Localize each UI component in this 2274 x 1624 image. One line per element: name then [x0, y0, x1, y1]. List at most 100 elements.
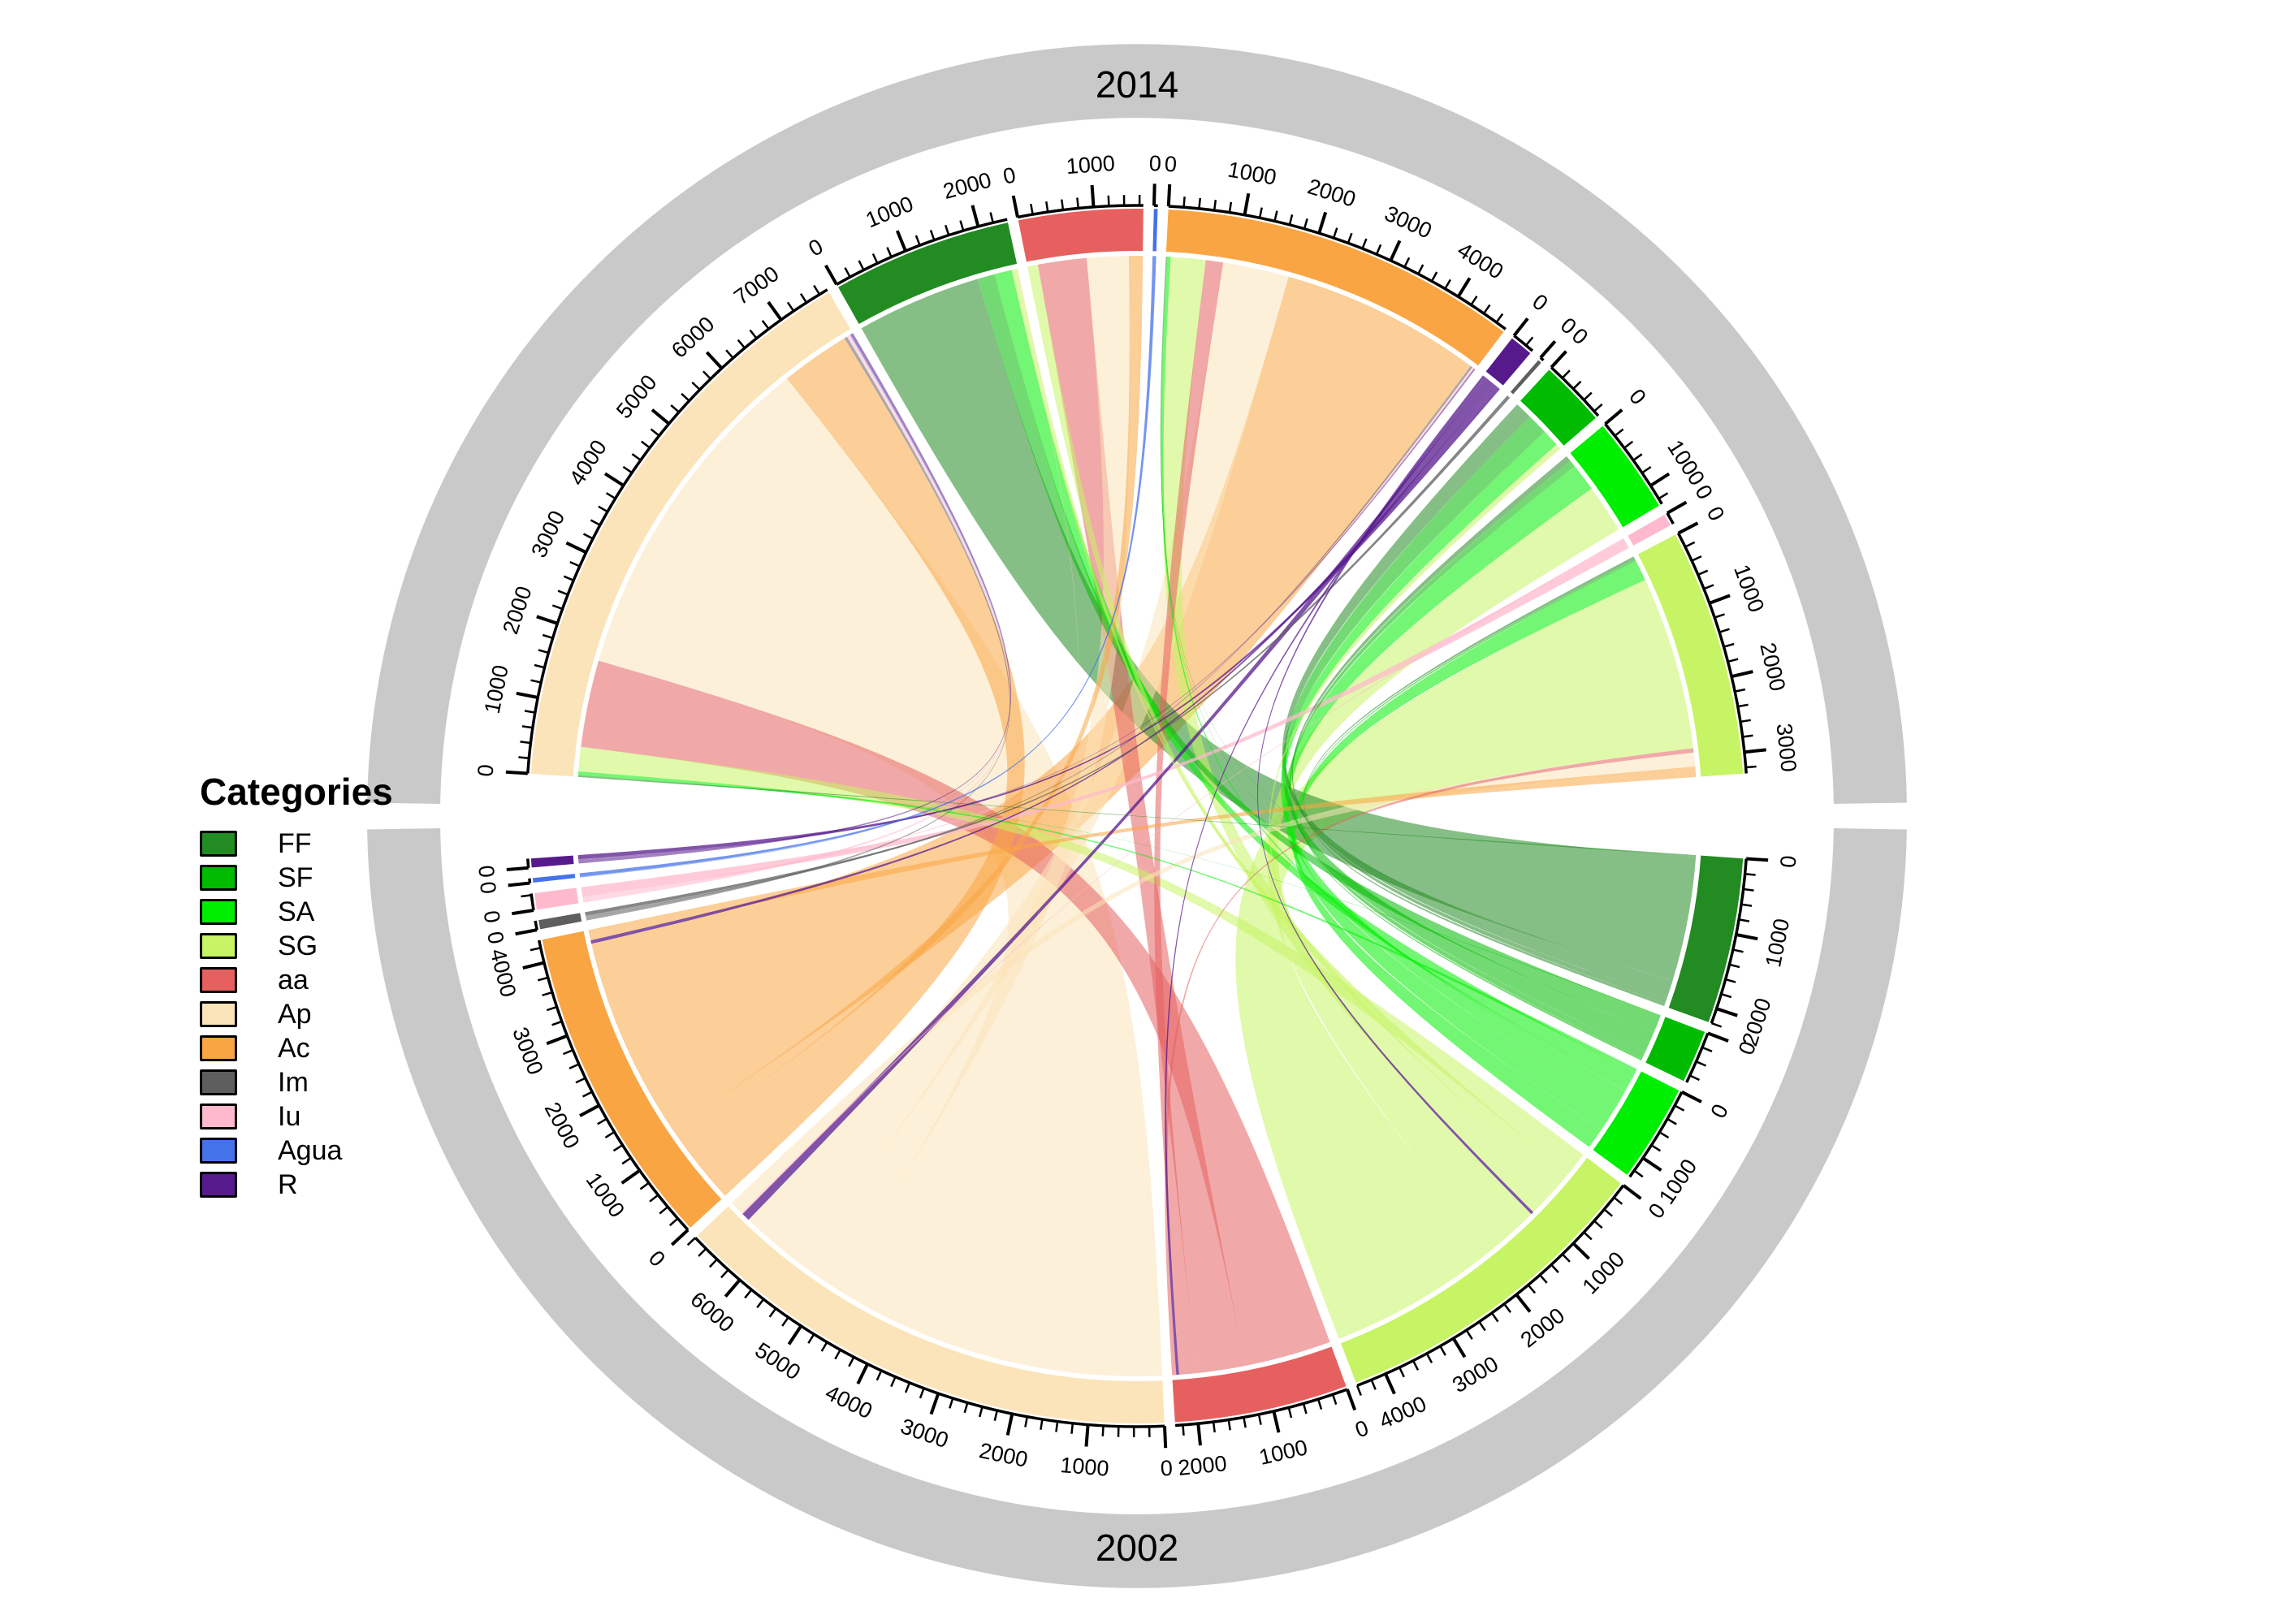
sector-Ac-2002 — [542, 931, 722, 1228]
tick-label: 0 — [1160, 1456, 1173, 1481]
tick — [1593, 1220, 1603, 1229]
chord-FF-2002-to-Ap-2014 — [577, 775, 1697, 857]
legend-item-Ac: Ac — [200, 1031, 393, 1065]
tick-label: 1000 — [1654, 1155, 1702, 1209]
tick — [1302, 1403, 1308, 1415]
tick — [1070, 1423, 1074, 1434]
tick — [1227, 1419, 1231, 1431]
legend-swatch-FF — [200, 831, 237, 857]
tick — [1641, 1156, 1662, 1172]
tick — [929, 1393, 940, 1415]
tick — [1658, 1131, 1670, 1139]
tick — [582, 533, 594, 540]
axis-R-2014 — [1513, 335, 1534, 352]
tick-label: 1000 — [480, 663, 513, 716]
tick-label: 0 — [1706, 1100, 1733, 1122]
tick — [1614, 428, 1624, 437]
sector-SF-2002 — [1645, 1017, 1706, 1082]
legend-item-label: SG — [278, 931, 318, 961]
legend-swatch-SF — [200, 865, 237, 891]
tick — [1742, 734, 1753, 738]
chord-SG-2002-to-SA-2014 — [1267, 488, 1619, 1251]
tick-label: 3000 — [508, 1024, 548, 1078]
tick-label: 3000 — [1381, 201, 1435, 243]
tick — [639, 1181, 650, 1190]
tick — [1539, 1274, 1548, 1284]
tick — [1198, 197, 1202, 209]
tick-label: 4000 — [1376, 1391, 1430, 1433]
tick — [1370, 1379, 1377, 1390]
tick — [1710, 1021, 1723, 1028]
tick — [1347, 232, 1353, 244]
sector-Ac-2014 — [1165, 209, 1504, 366]
tick — [767, 300, 783, 322]
chord-Ap-2002-to-Ac-2014 — [748, 262, 1289, 1263]
legend-swatch-SA — [200, 899, 237, 925]
tick — [945, 224, 950, 235]
tick — [1729, 963, 1740, 969]
tick — [668, 1217, 679, 1227]
legend-item-Agua: Agua — [200, 1134, 393, 1168]
tick — [1011, 195, 1019, 218]
legend-item-label: aa — [278, 965, 309, 996]
tick — [1550, 1263, 1559, 1273]
tick-label: 2000 — [498, 583, 536, 637]
tick-label: 2000 — [1177, 1451, 1228, 1480]
tick — [1515, 1294, 1532, 1313]
tick — [1040, 1419, 1044, 1430]
tick — [1288, 214, 1294, 226]
tick — [1005, 1413, 1014, 1436]
tick — [749, 329, 758, 339]
tick — [875, 1370, 883, 1381]
tick — [1303, 218, 1308, 230]
tick-label: 1000 — [862, 192, 917, 233]
tick — [511, 909, 534, 916]
legend-swatch-SG — [200, 933, 237, 959]
tick — [651, 408, 670, 425]
tick — [1483, 304, 1491, 314]
tick — [670, 404, 680, 413]
tick — [1571, 1242, 1590, 1260]
tick-label: 0 — [644, 1246, 670, 1271]
tick — [686, 1237, 696, 1246]
tick-label: 0 — [1702, 503, 1730, 525]
tick — [557, 590, 568, 596]
tick — [530, 679, 542, 684]
tick — [1727, 658, 1739, 663]
tick — [895, 230, 907, 252]
sector-FF-2014 — [838, 222, 1018, 324]
tick — [1604, 408, 1623, 425]
tick — [546, 1005, 558, 1012]
legend-item-R: R — [200, 1168, 393, 1202]
tick — [1715, 1007, 1738, 1017]
tick — [1375, 244, 1382, 255]
tick — [1399, 1367, 1405, 1378]
tick — [520, 741, 531, 745]
tick — [971, 205, 980, 227]
tick — [1384, 1373, 1396, 1395]
tick — [650, 428, 660, 437]
sector-Agua-2014 — [1152, 209, 1158, 252]
tick — [1331, 1393, 1338, 1405]
tick-label: 1000 — [1226, 158, 1278, 190]
legend-swatch-aa — [200, 967, 237, 993]
axis-SG-2002 — [1356, 1184, 1625, 1388]
tick-label: 0 — [475, 880, 500, 895]
tick-label: 4000 — [564, 435, 612, 490]
sector-Agua-2002 — [532, 874, 576, 883]
legend-item-SG: SG — [200, 929, 393, 963]
tick — [1736, 933, 1758, 941]
tick-label: 5000 — [612, 370, 662, 423]
axis-Ac-2014 — [1168, 205, 1507, 330]
chord-Ac-2002-to-Ap-2014 — [681, 338, 1025, 1196]
tick-label: 0 — [805, 234, 828, 261]
chord-SG-2002-to-Ac-2014 — [1162, 257, 1558, 1212]
tick-label: 1000 — [581, 1168, 629, 1222]
tick — [1740, 719, 1751, 723]
tick — [1152, 184, 1156, 206]
tick — [505, 770, 528, 775]
tick — [698, 1247, 707, 1257]
tick — [1561, 1253, 1571, 1263]
tick-label: 0 — [1001, 162, 1018, 188]
tick — [1603, 1208, 1614, 1217]
